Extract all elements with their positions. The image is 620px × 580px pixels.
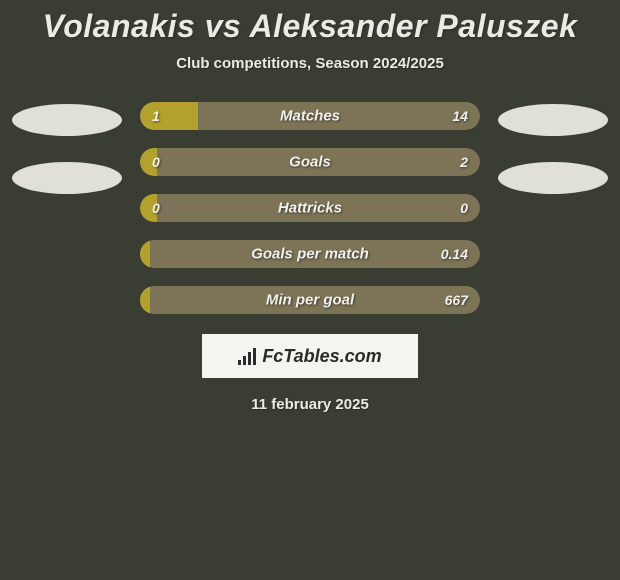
stat-bar: 1Matches14 [140,102,480,130]
player-shape-left [12,162,122,194]
stat-label: Hattricks [140,200,480,217]
stat-value-right: 0 [460,200,468,216]
stat-bar: Min per goal667 [140,286,480,314]
stat-label: Goals [140,154,480,171]
chart-bars-icon [238,347,256,365]
right-shapes-col [498,102,608,194]
date-label: 11 february 2025 [0,396,620,413]
logo-badge: FcTables.com [202,334,418,378]
player-shape-right [498,162,608,194]
page-title: Volanakis vs Aleksander Paluszek [0,0,620,45]
left-shapes-col [12,102,122,194]
player-shape-right [498,104,608,136]
stat-value-right: 667 [445,292,468,308]
stat-label: Min per goal [140,292,480,309]
logo-text: FcTables.com [262,346,381,367]
stat-label: Matches [140,108,480,125]
stat-label: Goals per match [140,246,480,263]
stat-value-right: 2 [460,154,468,170]
stat-value-right: 14 [452,108,468,124]
player-shape-left [12,104,122,136]
comparison-chart: 1Matches140Goals20Hattricks0Goals per ma… [0,102,620,314]
bars-container: 1Matches140Goals20Hattricks0Goals per ma… [140,102,480,314]
stat-value-right: 0.14 [441,246,468,262]
subtitle: Club competitions, Season 2024/2025 [0,55,620,72]
stat-bar: 0Hattricks0 [140,194,480,222]
stat-bar: Goals per match0.14 [140,240,480,268]
stat-bar: 0Goals2 [140,148,480,176]
